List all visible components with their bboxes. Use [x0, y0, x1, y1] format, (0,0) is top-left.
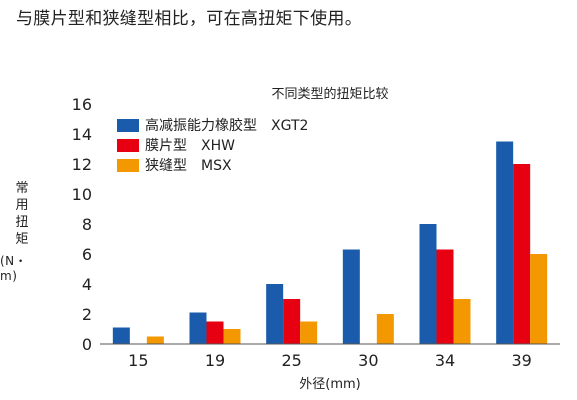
- y-tick-label: 4: [82, 275, 92, 294]
- bar-30-series-1: [342, 249, 360, 344]
- y-tick-label: 8: [82, 215, 92, 234]
- y-axis-label: 常用扭矩 (N・m): [0, 180, 44, 283]
- legend-swatch: [117, 159, 139, 172]
- x-tick-label: 34: [435, 351, 455, 370]
- y-axis-ticks: 0 2 4 6 8 10 12 14 16: [72, 95, 92, 354]
- y-axis-label-char: 用: [15, 198, 29, 213]
- bar-25-series-3: [300, 321, 318, 344]
- bar-19-series-2: [206, 321, 224, 344]
- legend-swatch: [117, 119, 139, 132]
- bar-25-series-2: [283, 299, 301, 344]
- x-tick-label: 25: [281, 351, 301, 370]
- bar-39-series-1: [496, 141, 514, 344]
- y-axis-label-char: 矩: [15, 232, 29, 247]
- y-tick-label: 6: [82, 245, 92, 264]
- y-axis-label-char: 扭: [15, 215, 29, 230]
- y-axis-unit: (N・m): [0, 254, 28, 283]
- x-tick-label: 39: [511, 351, 531, 370]
- bar-19-series-3: [223, 329, 241, 344]
- bar-15-series-3: [146, 336, 164, 344]
- x-tick-label: 15: [128, 351, 148, 370]
- bar-39-series-2: [513, 164, 531, 344]
- y-tick-label: 0: [82, 335, 92, 354]
- y-tick-label: 12: [72, 155, 92, 174]
- x-axis-label: 外径(mm): [299, 377, 360, 392]
- legend-label: 狭缝型 MSX: [145, 158, 232, 174]
- y-tick-label: 10: [72, 185, 92, 204]
- legend-swatch: [117, 139, 139, 152]
- bar-25-series-1: [266, 284, 284, 344]
- bar-34-series-2: [436, 249, 454, 344]
- y-axis-label-text: 常用扭矩: [15, 180, 28, 248]
- y-tick-label: 16: [72, 95, 92, 114]
- legend-label: 高减振能力橡胶型 XGT2: [145, 117, 308, 134]
- y-tick-label: 2: [82, 305, 92, 324]
- x-tick-label: 19: [205, 351, 225, 370]
- y-tick-label: 14: [72, 125, 92, 144]
- x-tick-label: 30: [358, 351, 378, 370]
- bar-15-series-1: [112, 327, 130, 344]
- x-axis-ticks: 15 19 25 30 34 39: [128, 351, 532, 370]
- bar-30-series-3: [376, 314, 394, 344]
- legend-label: 膜片型 XHW: [145, 138, 235, 154]
- y-axis-label-char: 常: [15, 181, 29, 196]
- bar-19-series-1: [189, 312, 207, 344]
- bar-34-series-3: [453, 299, 471, 344]
- intro-text: 与膜片型和狭缝型相比，可在高扭矩下使用。: [16, 9, 362, 29]
- legend: 高减振能力橡胶型 XGT2 膜片型 XHW 狭缝型 MSX: [117, 117, 308, 174]
- chart-title: 不同类型的扭矩比较: [271, 86, 388, 102]
- bars-group: [112, 141, 548, 344]
- bar-34-series-1: [419, 224, 437, 344]
- bar-39-series-3: [530, 254, 548, 344]
